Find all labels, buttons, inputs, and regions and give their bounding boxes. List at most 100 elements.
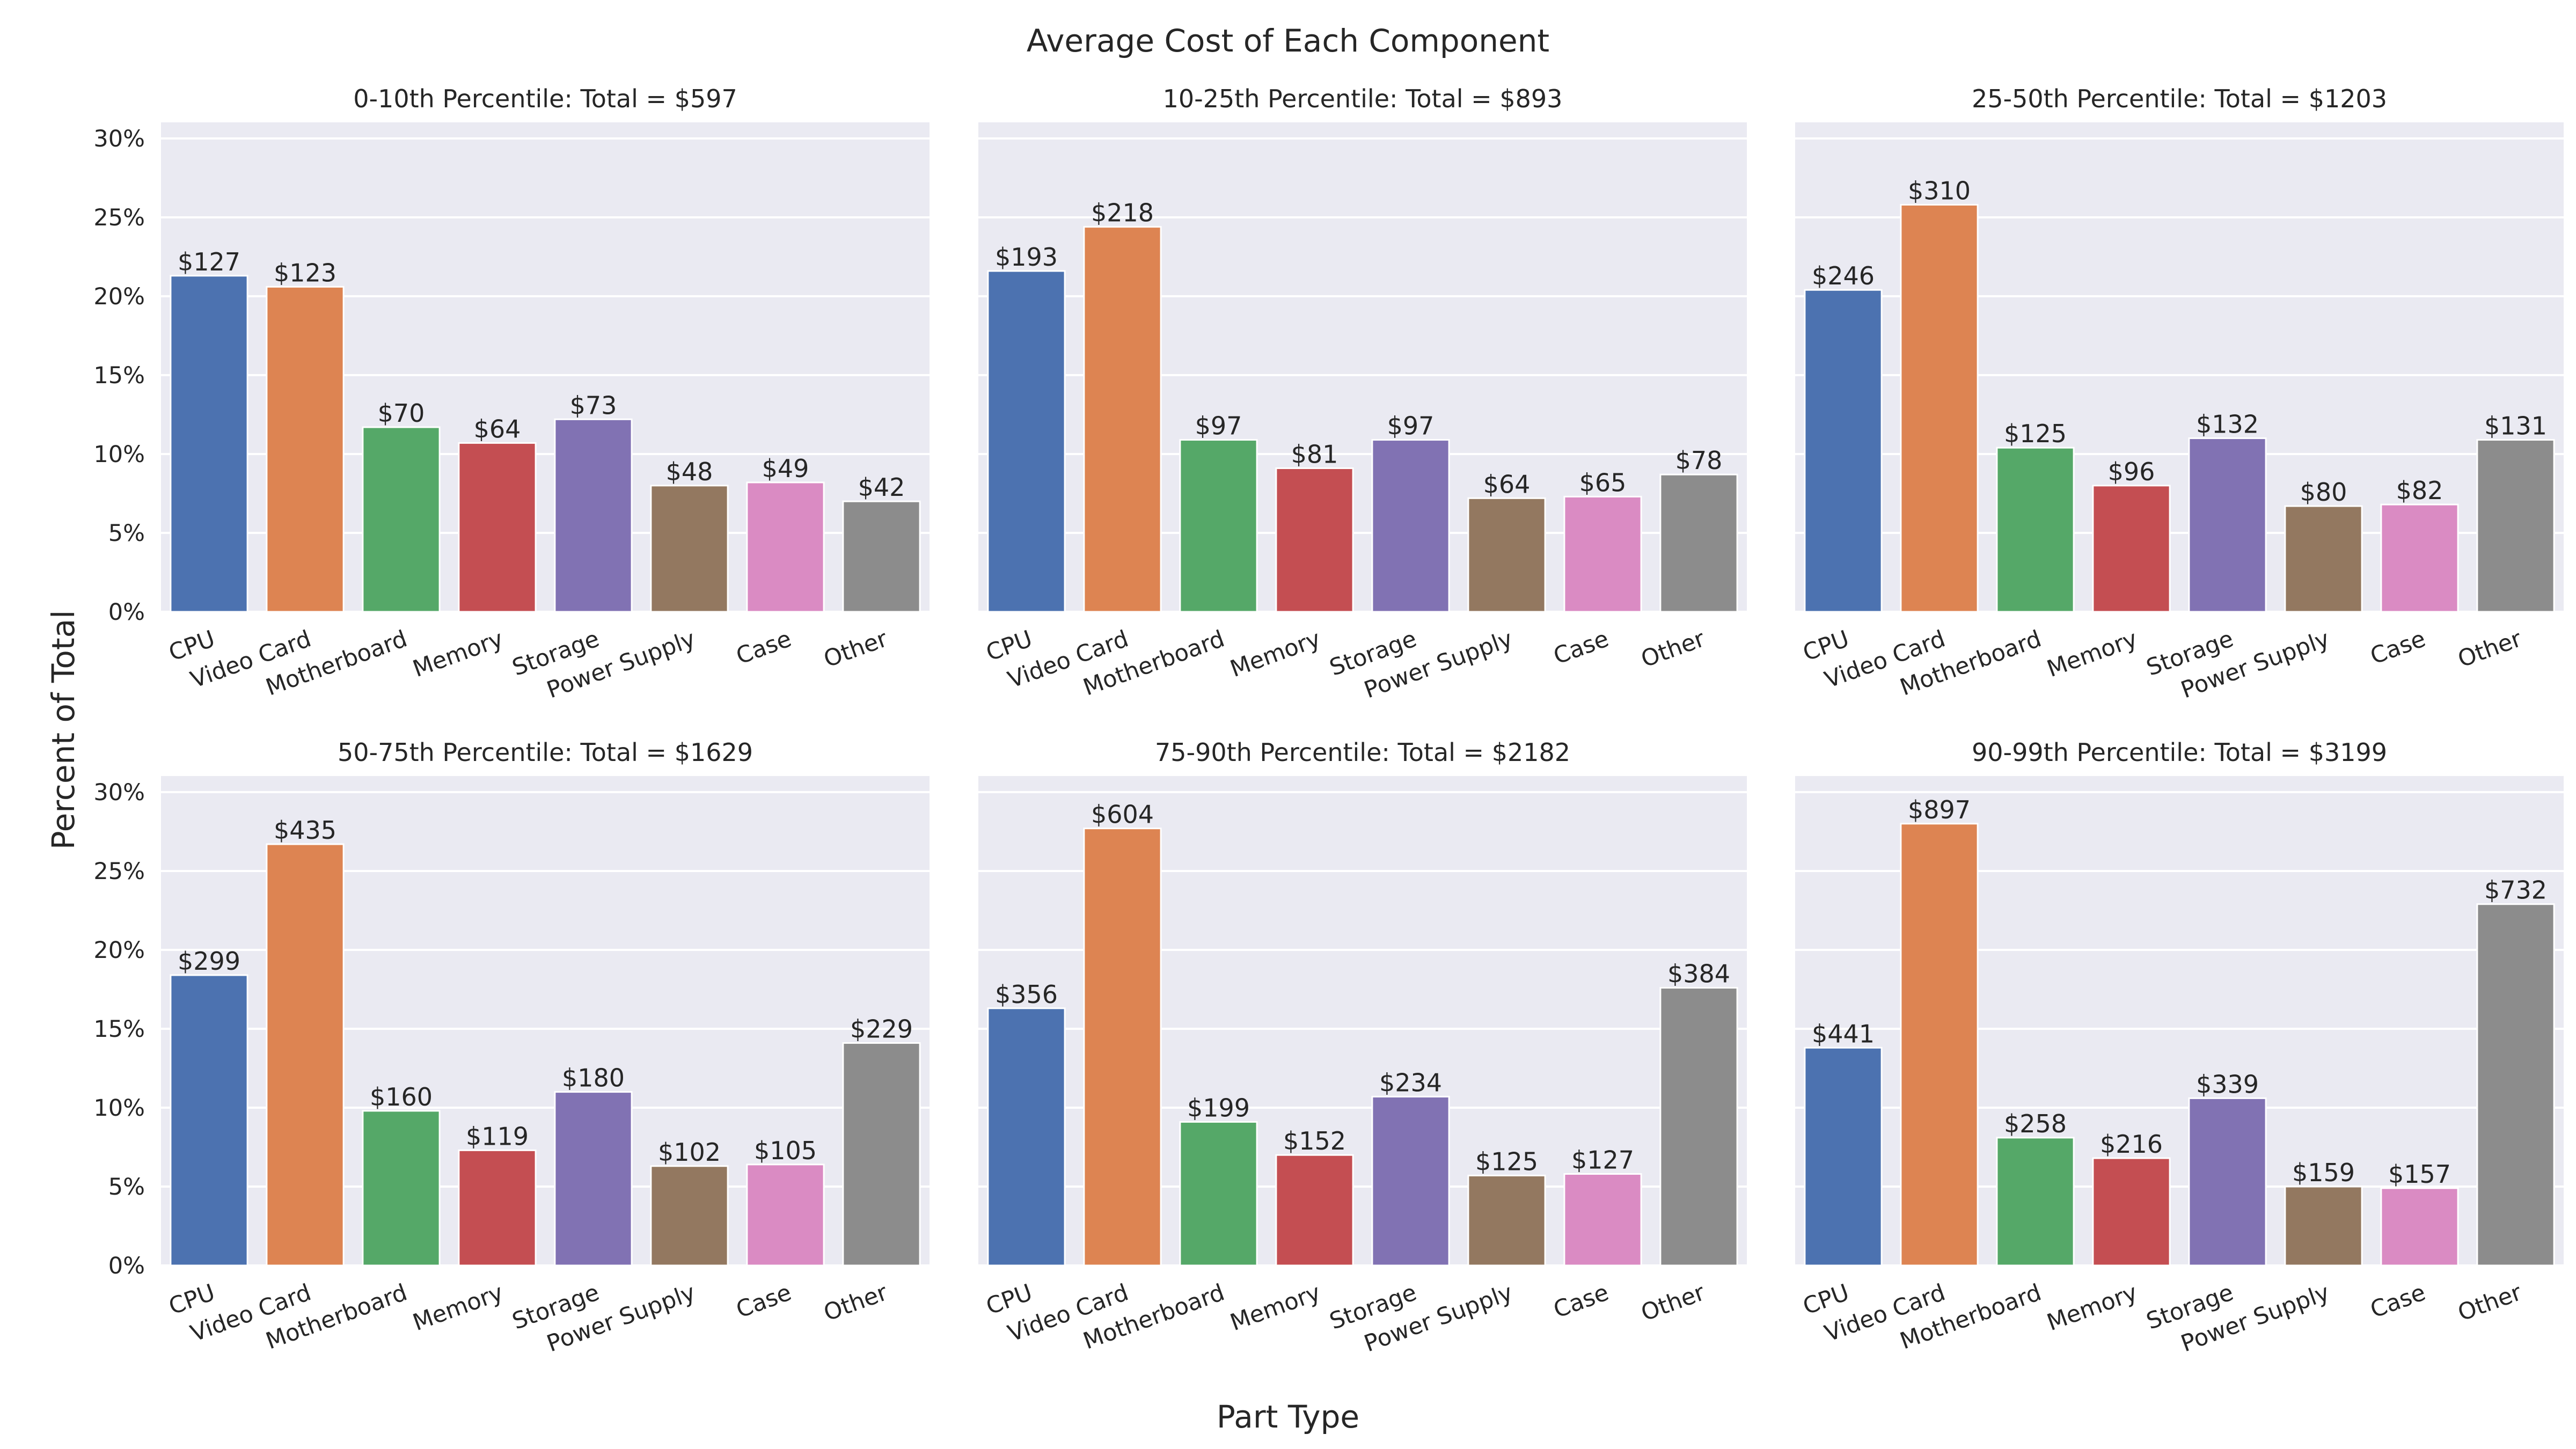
bar — [1083, 226, 1162, 613]
x-tick-label: Case — [1550, 1279, 1612, 1323]
bar-value-label: $64 — [1483, 470, 1531, 499]
panel-title: 75-90th Percentile: Total = $2182 — [1155, 738, 1570, 767]
bar — [362, 1110, 441, 1267]
bar-value-label: $310 — [1908, 176, 1971, 205]
bar-value-label: $218 — [1091, 199, 1154, 228]
bar — [554, 418, 633, 613]
y-tick-label: 15% — [93, 1016, 145, 1043]
panel-title: 50-75th Percentile: Total = $1629 — [338, 738, 753, 767]
bar — [554, 1091, 633, 1267]
bar — [746, 481, 825, 613]
bar-value-label: $42 — [858, 473, 905, 502]
x-tick-label: Other — [820, 625, 891, 673]
bar — [2188, 1097, 2267, 1267]
x-axis-title: Part Type — [1217, 1399, 1359, 1435]
bar — [1467, 1174, 1546, 1267]
bar — [2380, 1187, 2459, 1267]
bar-value-label: $441 — [1812, 1019, 1875, 1048]
bar-value-label: $119 — [466, 1122, 529, 1151]
bar-value-label: $384 — [1667, 960, 1730, 989]
bar-value-label: $82 — [2396, 476, 2443, 505]
bar — [266, 843, 345, 1267]
bar — [1083, 828, 1162, 1267]
bar — [842, 1042, 921, 1267]
bar — [842, 500, 921, 613]
panel-title: 0-10th Percentile: Total = $597 — [353, 84, 737, 113]
bar — [2092, 485, 2171, 613]
bar-value-label: $356 — [995, 980, 1058, 1009]
panel-6: 90-99th Percentile: Total = $3199$441CPU… — [1795, 738, 2564, 1358]
panel-1: 0% 5% 10% 15% 20% 25% 30% 0-10th Percentile: To… — [93, 84, 930, 704]
bar-value-label: $64 — [474, 414, 521, 443]
bar — [2476, 903, 2555, 1267]
y-tick-label: 0% — [108, 1253, 145, 1279]
bar-value-label: $70 — [378, 399, 425, 428]
bar-value-label: $102 — [658, 1138, 721, 1167]
bar — [1467, 497, 1546, 613]
bar — [2284, 505, 2363, 613]
panel-title: 10-25th Percentile: Total = $893 — [1163, 84, 1563, 113]
y-axis-title: Percent of Total — [45, 610, 82, 850]
bar-value-label: $78 — [1675, 446, 1723, 475]
bar-value-label: $127 — [1571, 1145, 1634, 1174]
bar — [650, 485, 729, 613]
x-tick-label: Case — [1550, 625, 1612, 670]
bar — [746, 1163, 825, 1267]
bar-value-label: $160 — [370, 1082, 433, 1111]
bar — [1563, 495, 1642, 613]
y-tick-label: 10% — [93, 441, 145, 468]
bar — [2188, 437, 2267, 613]
bar-value-label: $73 — [570, 391, 617, 420]
bar-value-label: $125 — [1475, 1147, 1538, 1176]
panel-title: 25-50th Percentile: Total = $1203 — [1972, 84, 2387, 113]
bar — [1275, 467, 1354, 613]
figure-title: Average Cost of Each Component — [1027, 23, 1549, 59]
x-tick-label: Other — [2454, 1279, 2525, 1327]
bar-value-label: $299 — [178, 947, 240, 976]
bar — [2380, 503, 2459, 613]
bar — [458, 442, 537, 613]
bar — [1659, 473, 1738, 613]
x-tick-label: Memory — [409, 1279, 507, 1336]
x-tick-label: Case — [733, 625, 795, 670]
bar-value-label: $105 — [754, 1136, 817, 1165]
bar-value-label: $65 — [1579, 468, 1627, 497]
bar-value-label: $246 — [1812, 261, 1875, 290]
x-tick-label: Memory — [2044, 1279, 2141, 1336]
bar — [362, 426, 441, 613]
bar — [1563, 1173, 1642, 1267]
panel-3: 25-50th Percentile: Total = $1203$246CPU… — [1795, 84, 2564, 704]
bar — [1371, 1095, 1450, 1267]
bar — [987, 270, 1066, 613]
bar-value-label: $97 — [1387, 412, 1435, 441]
y-tick-label: 0% — [108, 599, 145, 626]
panel-2: 10-25th Percentile: Total = $893$193CPU$… — [978, 84, 1747, 704]
bar — [1179, 439, 1258, 613]
panel-5: 75-90th Percentile: Total = $2182$356CPU… — [978, 738, 1747, 1358]
panels-group: 0% 5% 10% 15% 20% 25% 30% 0-10th Percentile: To… — [93, 84, 2564, 1358]
x-tick-label: Memory — [409, 625, 507, 683]
bar-value-label: $435 — [274, 816, 336, 845]
y-tick-label: 20% — [93, 937, 145, 964]
bar — [1996, 1137, 2075, 1267]
bar-value-label: $97 — [1195, 412, 1242, 441]
x-tick-label: Other — [2454, 625, 2525, 673]
y-tick-label: 15% — [93, 362, 145, 389]
x-tick-label: Memory — [2044, 625, 2141, 683]
bar — [987, 1007, 1066, 1267]
y-tick-label: 20% — [93, 283, 145, 310]
bar-value-label: $604 — [1091, 800, 1154, 829]
y-tick-label: 5% — [108, 520, 145, 547]
bar-value-label: $125 — [2004, 419, 2067, 448]
x-tick-label: Other — [1637, 625, 1708, 673]
x-tick-label: Case — [733, 1279, 795, 1323]
bar — [2476, 439, 2555, 613]
bar-value-label: $157 — [2388, 1160, 2451, 1189]
bar-value-label: $180 — [562, 1064, 625, 1093]
x-tick-label: Memory — [1227, 1279, 1324, 1336]
y-tick-label: 5% — [108, 1174, 145, 1201]
bar — [650, 1165, 729, 1267]
bar — [1179, 1121, 1258, 1267]
